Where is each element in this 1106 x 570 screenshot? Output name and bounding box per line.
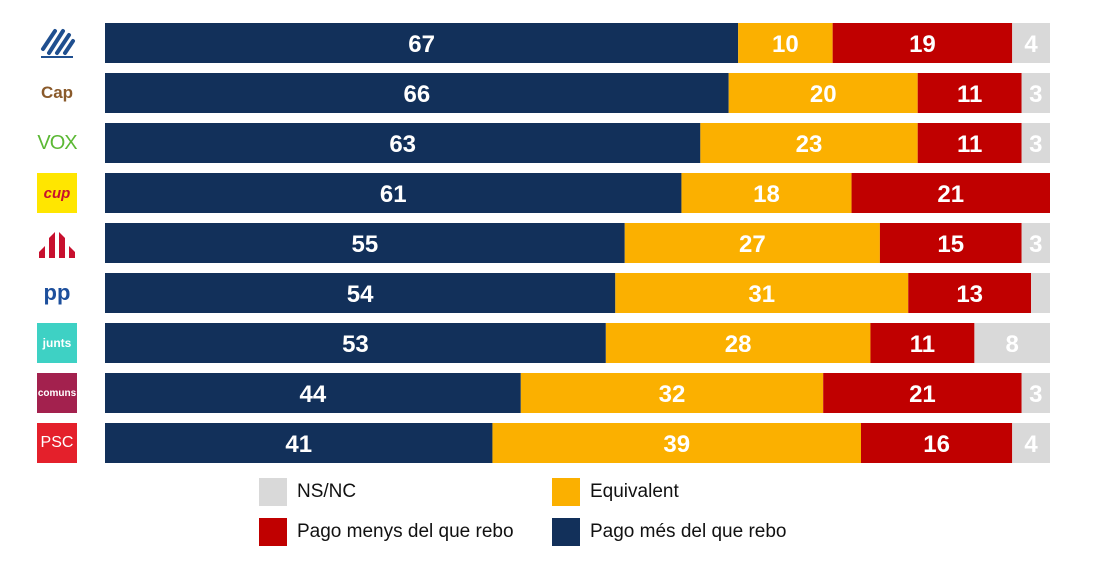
bar-segment bbox=[1031, 273, 1050, 313]
data-label: 3 bbox=[1029, 231, 1042, 258]
bar-segment bbox=[1021, 123, 1050, 163]
bar-segment bbox=[105, 373, 521, 413]
data-label: 13 bbox=[956, 281, 983, 308]
legend-item-nsnc: NS/NC bbox=[259, 478, 356, 506]
bar-segment bbox=[917, 73, 1022, 113]
data-label: 27 bbox=[739, 231, 766, 258]
data-label: 23 bbox=[796, 131, 823, 158]
bar-segment bbox=[105, 23, 739, 63]
legend-label: NS/NC bbox=[297, 481, 357, 502]
bar-segment bbox=[492, 423, 861, 463]
data-label: 66 bbox=[403, 81, 430, 108]
data-label: 53 bbox=[342, 331, 369, 358]
bar-segment bbox=[832, 23, 1013, 63]
legend-label: Pago menys del que rebo bbox=[297, 521, 514, 542]
legend-swatch-nsnc bbox=[259, 478, 287, 506]
vox-logo: VOX bbox=[37, 131, 77, 154]
data-label: 15 bbox=[937, 231, 964, 258]
data-label: 55 bbox=[352, 231, 379, 258]
bar-segment bbox=[1021, 373, 1050, 413]
data-label: 21 bbox=[909, 381, 936, 408]
bar-segment bbox=[851, 173, 1050, 213]
data-label: 3 bbox=[1029, 131, 1042, 158]
junts-logo: junts bbox=[37, 323, 77, 363]
data-label: 19 bbox=[909, 31, 936, 58]
bar-segment bbox=[105, 173, 682, 213]
bar-segment bbox=[105, 223, 625, 263]
bar-segment bbox=[738, 23, 833, 63]
data-label: 18 bbox=[753, 181, 780, 208]
bar-segment bbox=[1021, 223, 1050, 263]
legend-item-pago-menys: Pago menys del que rebo bbox=[259, 518, 514, 546]
bar-segment bbox=[105, 73, 729, 113]
comuns-logo: comuns bbox=[37, 373, 77, 413]
data-label: 8 bbox=[1006, 331, 1019, 358]
bar-segment bbox=[974, 323, 1050, 363]
bar-segment bbox=[861, 423, 1013, 463]
data-label: 61 bbox=[380, 181, 407, 208]
data-label: 21 bbox=[937, 181, 964, 208]
legend-label: Pago més del que rebo bbox=[590, 521, 787, 542]
bar-segment bbox=[917, 123, 1022, 163]
bar-segment bbox=[823, 373, 1022, 413]
legend-label: Equivalent bbox=[590, 481, 679, 502]
data-label: 3 bbox=[1029, 81, 1042, 108]
data-label: 10 bbox=[772, 31, 799, 58]
pp-logo: pp bbox=[43, 280, 71, 305]
psc-logo: PSC bbox=[37, 423, 77, 463]
data-label: 11 bbox=[910, 331, 935, 358]
data-label: 67 bbox=[408, 31, 435, 58]
bar-segment bbox=[879, 223, 1022, 263]
bar-segment bbox=[105, 323, 606, 363]
data-label: 31 bbox=[748, 281, 775, 308]
data-label: 39 bbox=[663, 431, 690, 458]
data-label: 3 bbox=[1029, 381, 1042, 408]
data-label: 63 bbox=[389, 131, 416, 158]
legend-swatch-pago-menys bbox=[259, 518, 287, 546]
cap-text-logo: Cap bbox=[40, 83, 74, 102]
data-label: 11 bbox=[957, 131, 982, 158]
bar-segment bbox=[1012, 23, 1050, 63]
data-label: 11 bbox=[957, 81, 982, 108]
bar-segment bbox=[870, 323, 975, 363]
bar-segment bbox=[681, 173, 852, 213]
bar-segment bbox=[605, 323, 871, 363]
data-label: 41 bbox=[285, 431, 312, 458]
legend-swatch-pago-mes bbox=[552, 518, 580, 546]
bar-segment bbox=[908, 273, 1032, 313]
bar-segment bbox=[728, 73, 918, 113]
data-label: 4 bbox=[1024, 31, 1038, 58]
legend-swatch-equivalent bbox=[552, 478, 580, 506]
erc-stripes-logo bbox=[37, 223, 77, 263]
data-label: 44 bbox=[300, 381, 327, 408]
bar-segment bbox=[105, 273, 616, 313]
bar-segment bbox=[700, 123, 918, 163]
data-label: 4 bbox=[1024, 431, 1038, 458]
bar-segment bbox=[105, 423, 493, 463]
legend-item-equivalent: Equivalent bbox=[552, 478, 679, 506]
bar-segment bbox=[520, 373, 824, 413]
data-label: 16 bbox=[923, 431, 950, 458]
bar-segment bbox=[105, 123, 701, 163]
bar-segment bbox=[615, 273, 909, 313]
bar-segment bbox=[624, 223, 880, 263]
legend-item-pago-mes: Pago més del que rebo bbox=[552, 518, 786, 546]
cup-logo: cup bbox=[37, 173, 77, 213]
data-label: 32 bbox=[659, 381, 686, 408]
blue-tree-logo bbox=[37, 23, 77, 63]
data-label: 54 bbox=[347, 281, 374, 308]
bar-segment bbox=[1012, 423, 1050, 463]
bar-segment bbox=[1021, 73, 1050, 113]
data-label: 20 bbox=[810, 81, 837, 108]
data-label: 28 bbox=[725, 331, 752, 358]
